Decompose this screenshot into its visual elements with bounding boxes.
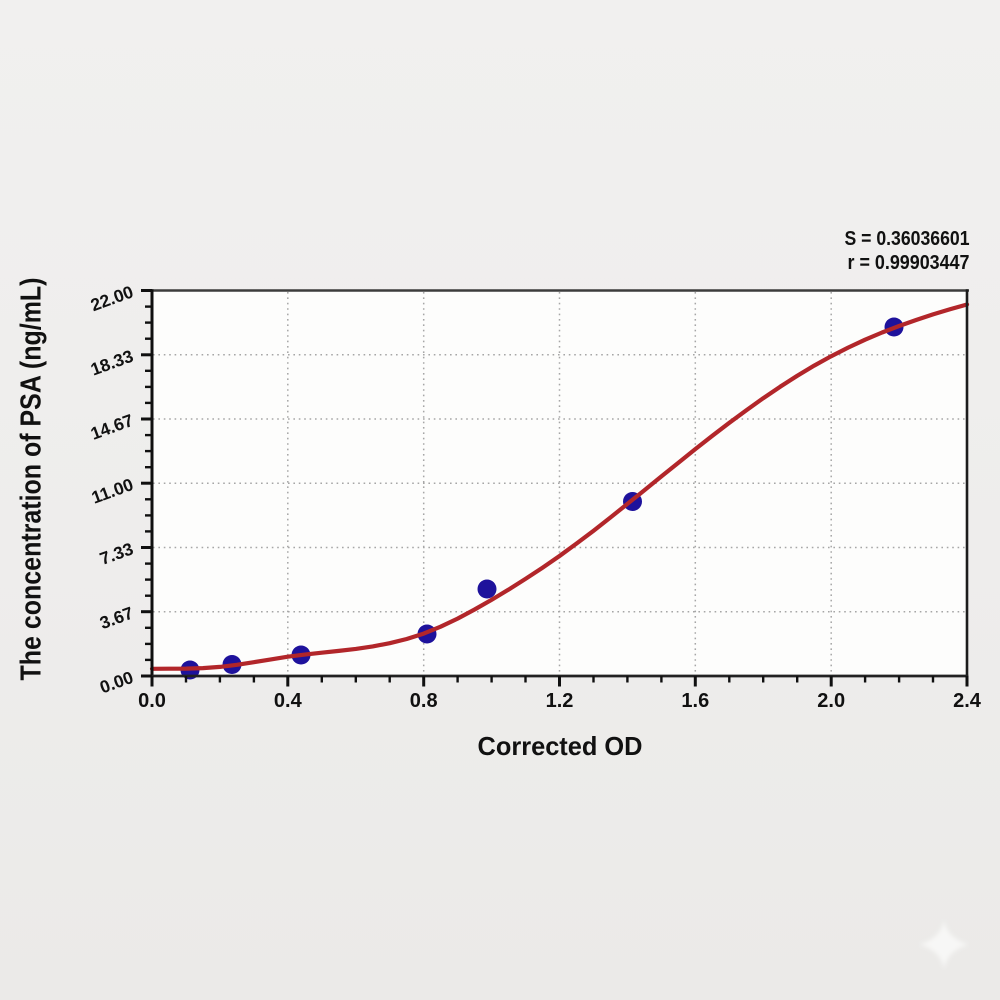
svg-text:0.00: 0.00 [97, 667, 136, 698]
svg-text:14.67: 14.67 [88, 410, 136, 444]
svg-text:0.0: 0.0 [138, 690, 166, 712]
svg-text:22.00: 22.00 [88, 281, 136, 315]
svg-text:1.2: 1.2 [546, 690, 574, 712]
svg-text:The concentration of PSA (ng/m: The concentration of PSA (ng/mL) [16, 278, 48, 681]
svg-text:Corrected OD: Corrected OD [478, 731, 643, 761]
svg-text:1.6: 1.6 [681, 690, 709, 712]
svg-text:r = 0.99903447: r = 0.99903447 [848, 252, 970, 274]
svg-text:2.4: 2.4 [953, 690, 982, 712]
svg-text:7.33: 7.33 [97, 538, 136, 569]
svg-text:18.33: 18.33 [88, 346, 136, 380]
svg-text:11.00: 11.00 [89, 474, 136, 508]
svg-text:2.0: 2.0 [817, 690, 845, 712]
svg-text:0.4: 0.4 [274, 690, 303, 712]
svg-text:3.67: 3.67 [97, 603, 136, 633]
svg-text:S = 0.36036601: S = 0.36036601 [845, 228, 970, 250]
svg-text:0.8: 0.8 [410, 690, 438, 712]
